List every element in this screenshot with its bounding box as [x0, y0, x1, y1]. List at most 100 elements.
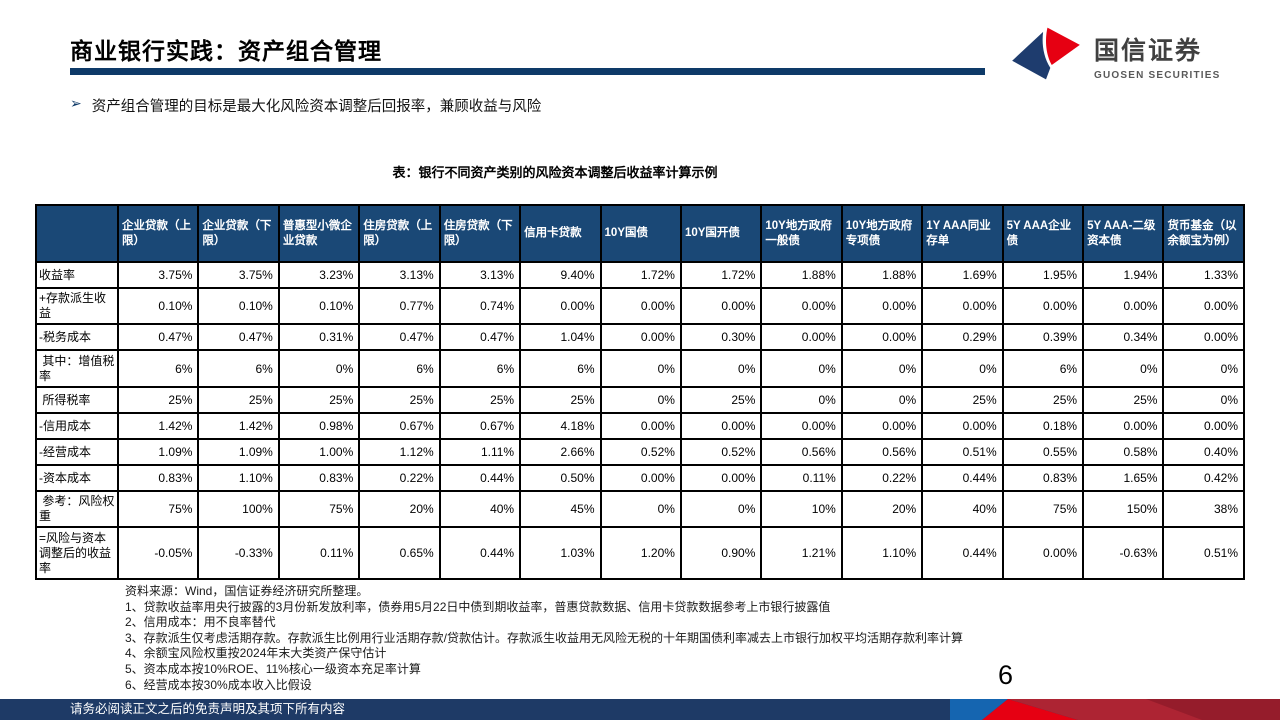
table-cell: 25%: [679, 386, 763, 414]
column-header: 企业贷款（下限）: [197, 204, 280, 263]
table-cell: 3.13%: [358, 261, 441, 289]
table-cell: 0.47%: [438, 323, 522, 351]
table-cell: -0.63%: [1082, 526, 1165, 580]
guosen-logo-icon: [1010, 26, 1082, 86]
table-cell: 0.29%: [921, 323, 1004, 351]
table-cell: 75%: [116, 490, 200, 528]
table-row: =风险与资本调整后的收益率 -0.05% -0.33% 0.11% 0.65% 0.44%…: [35, 526, 1245, 580]
table-cell: 0.56%: [840, 438, 924, 466]
table-cell: 0.44%: [921, 464, 1004, 492]
table-cell: 0.00%: [679, 287, 763, 325]
table-cell: 0.39%: [1001, 323, 1085, 351]
table-cell: 0%: [1162, 386, 1245, 414]
table-cell: 0.00%: [1001, 526, 1085, 580]
title-underline-bar: [70, 68, 985, 75]
table-cell: 0.34%: [1082, 323, 1165, 351]
table-cell: 25%: [277, 386, 361, 414]
table-cell: 0%: [679, 490, 763, 528]
guosen-logo: 国信证券 GUOSEN SECURITIES: [1010, 26, 1221, 86]
table-cell: 0%: [599, 386, 682, 414]
table-cell: 4.18%: [519, 412, 602, 440]
column-header: 普惠型小微企业贷款: [277, 204, 361, 263]
table-cell: 20%: [358, 490, 441, 528]
table-cell: 0.47%: [116, 323, 200, 351]
column-header: 信用卡贷款: [519, 204, 602, 263]
page-number: 6: [998, 660, 1014, 690]
table-cell: 0.83%: [1001, 464, 1085, 492]
row-label: -资本成本: [35, 464, 119, 492]
table-cell: 0.00%: [921, 287, 1004, 325]
table-cell: 0.10%: [277, 287, 361, 325]
table-corner-cell: [35, 204, 119, 263]
table-cell: 45%: [519, 490, 602, 528]
bullet-arrow-icon: ➢: [70, 95, 82, 111]
note-line: 4、余额宝风险权重按2024年末大类资产保守估计: [125, 646, 387, 661]
table-cell: 0.00%: [599, 287, 682, 325]
note-line: 5、资本成本按10%ROE、11%核心一级资本充足率计算: [125, 661, 421, 676]
table-cell: 0.52%: [679, 438, 763, 466]
note-line: 6、经营成本按30%成本收入比假设: [125, 677, 312, 692]
table-cell: 1.10%: [197, 464, 280, 492]
bullet-text: 资产组合管理的目标是最大化风险资本调整后回报率，兼顾收益与风险: [91, 99, 542, 115]
table-cell: 1.11%: [438, 438, 522, 466]
table-row: -资本成本 0.83% 1.10% 0.83% 0.22% 0.44% 0.50% 0.00%…: [35, 464, 1245, 492]
table-cell: 3.75%: [197, 261, 280, 289]
table-cell: 6%: [197, 349, 280, 388]
footnotes: 资料来源：Wind，国信证券经济研究所整理。 1、贷款收益率用央行披露的3月份新发…: [125, 584, 963, 693]
column-header: 10Y地方政府一般债: [760, 204, 843, 263]
table-cell: 25%: [921, 386, 1004, 414]
table-cell: 0.00%: [840, 412, 924, 440]
table-cell: 0.00%: [760, 323, 843, 351]
table-cell: 25%: [438, 386, 522, 414]
table-cell: 1.95%: [1001, 261, 1085, 289]
table-cell: 40%: [438, 490, 522, 528]
row-label: 所得税率: [35, 386, 119, 414]
note-line: 2、信用成本：用不良率替代: [125, 615, 276, 630]
logo-name-en: GUOSEN SECURITIES: [1094, 70, 1221, 81]
table-cell: 0.10%: [197, 287, 280, 325]
table-cell: 6%: [438, 349, 522, 388]
table-cell: 0.00%: [1162, 412, 1245, 440]
table-cell: 0.00%: [921, 412, 1004, 440]
table-cell: 0.52%: [599, 438, 682, 466]
table-cell: 0.00%: [679, 412, 763, 440]
column-header: 货币基金（以余额宝为例）: [1162, 204, 1245, 263]
table-cell: 0.51%: [921, 438, 1004, 466]
column-header: 企业贷款（上限）: [116, 204, 200, 263]
table-cell: 150%: [1082, 490, 1165, 528]
table-cell: 0%: [679, 349, 763, 388]
table-cell: 3.75%: [116, 261, 200, 289]
table-cell: 0.55%: [1001, 438, 1085, 466]
table-cell: 0.22%: [840, 464, 924, 492]
table-cell: 100%: [197, 490, 280, 528]
table-cell: 1.03%: [519, 526, 602, 580]
table-cell: 1.42%: [116, 412, 200, 440]
table-cell: 25%: [1082, 386, 1165, 414]
table-row: 其中：增值税率 6% 6% 0% 6% 6% 6% 0% 0% 0% 0% 0% 6% 0% 0%: [35, 349, 1245, 388]
table-cell: 0.83%: [116, 464, 200, 492]
table-row: -税务成本 0.47% 0.47% 0.31% 0.47% 0.47% 1.04% 0.00%…: [35, 323, 1245, 351]
table-cell: 0.56%: [760, 438, 843, 466]
table-cell: 0.11%: [760, 464, 843, 492]
table-cell: 1.88%: [840, 261, 924, 289]
table-cell: 25%: [116, 386, 200, 414]
table-row: 收益率 3.75% 3.75% 3.23% 3.13% 3.13% 9.40% 1.72% 1.…: [35, 261, 1245, 289]
table-cell: 9.40%: [519, 261, 602, 289]
table-cell: 0.00%: [840, 323, 924, 351]
table-cell: 6%: [358, 349, 441, 388]
table-cell: 0.77%: [358, 287, 441, 325]
table-cell: 0%: [599, 349, 682, 388]
table-row: 参考：风险权重 75% 100% 75% 20% 40% 45% 0% 0% 10% 20% 40% 7…: [35, 490, 1245, 528]
row-label: -经营成本: [35, 438, 119, 466]
table-cell: 0.67%: [438, 412, 522, 440]
table-cell: 1.12%: [358, 438, 441, 466]
table-cell: 1.09%: [116, 438, 200, 466]
table-cell: -0.05%: [116, 526, 200, 580]
table-cell: 0.00%: [760, 412, 843, 440]
table-cell: 0.00%: [599, 323, 682, 351]
table-cell: 0.31%: [277, 323, 361, 351]
table-cell: 1.72%: [599, 261, 682, 289]
table-cell: 0%: [1082, 349, 1165, 388]
table-cell: 1.65%: [1082, 464, 1165, 492]
table-cell: 1.42%: [197, 412, 280, 440]
